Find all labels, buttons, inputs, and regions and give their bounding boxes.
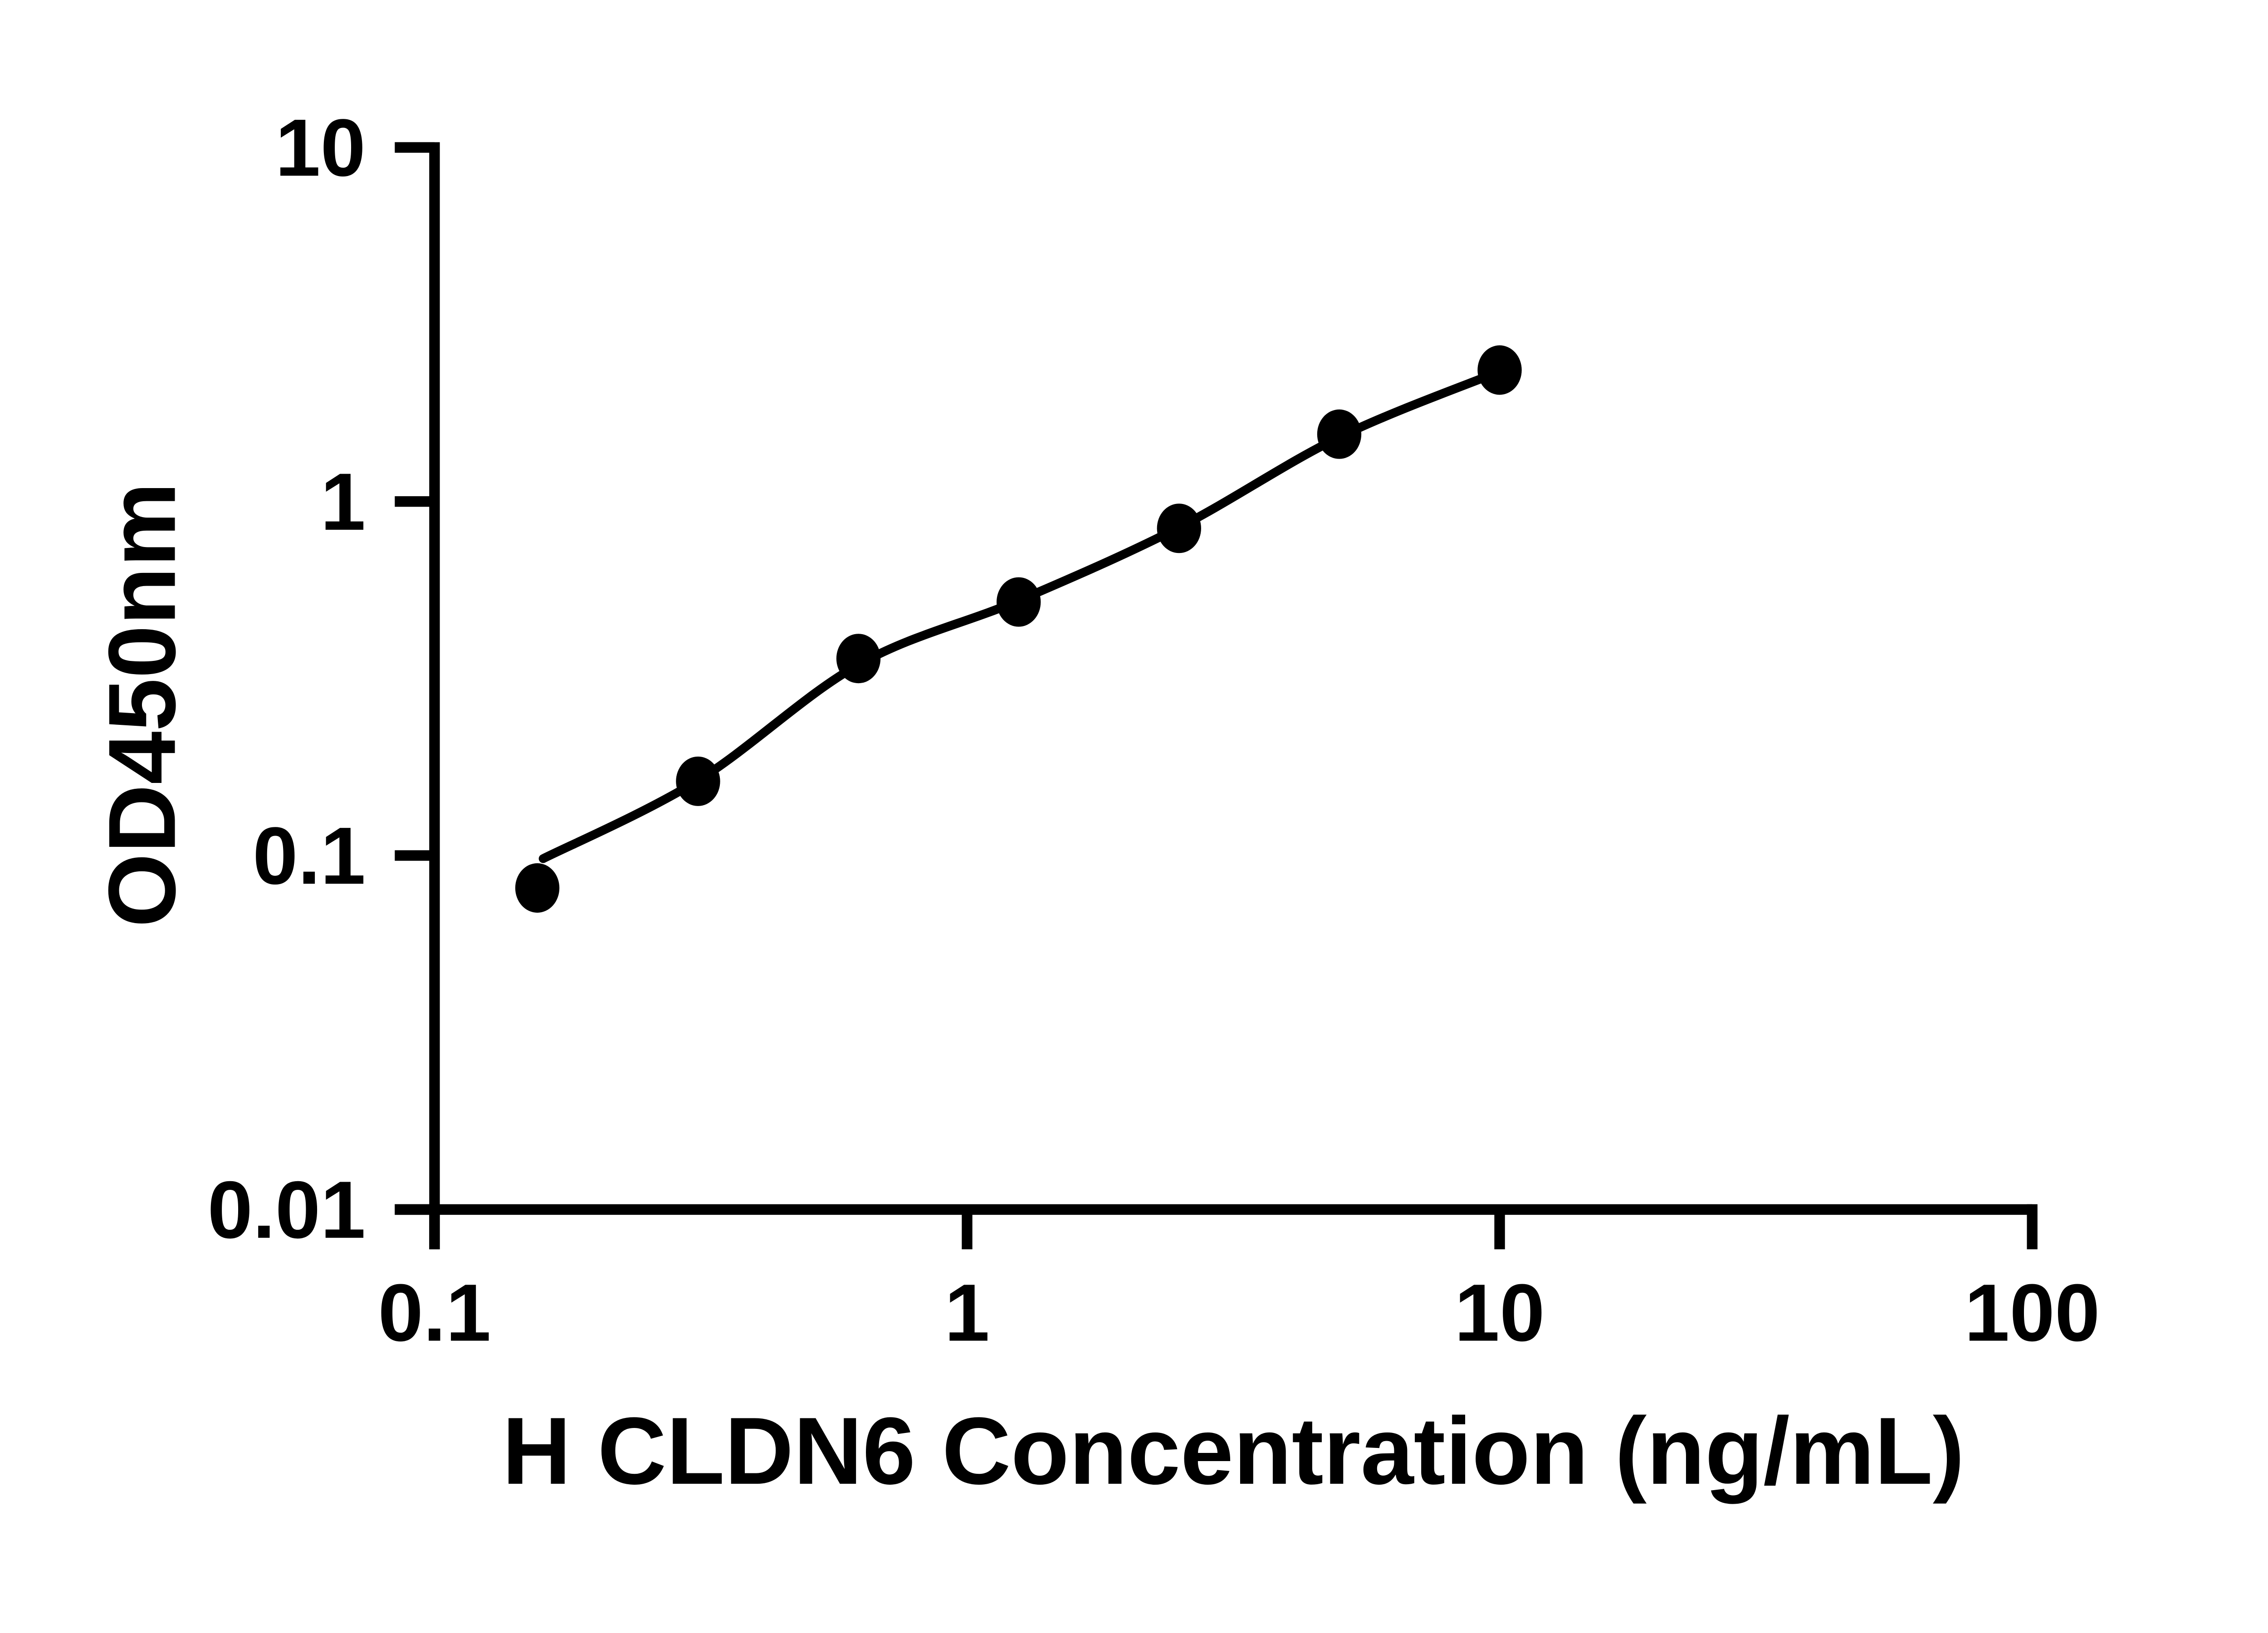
x-axis-title: H CLDN6 Concentration (ng/mL) (502, 1398, 1965, 1504)
y-axis-title: OD450nm (89, 482, 196, 928)
data-point-7 (1477, 345, 1522, 395)
data-point-4 (997, 577, 1041, 627)
data-point-6 (1317, 409, 1362, 459)
data-point-3 (836, 634, 881, 684)
x-tick-label-1: 1 (944, 1267, 990, 1358)
y-tick-label-10: 10 (275, 102, 366, 193)
x-tick-label-10: 10 (1454, 1267, 1545, 1358)
data-point-2 (676, 756, 720, 806)
data-point-1 (515, 863, 560, 913)
y-tick-label-1: 1 (320, 456, 366, 547)
x-tick-label-0.1: 0.1 (378, 1267, 491, 1358)
x-tick-label-100: 100 (1965, 1267, 2100, 1358)
y-tick-label-0.1: 0.1 (253, 810, 366, 901)
data-point-5 (1157, 504, 1201, 553)
y-tick-label-0.01: 0.01 (207, 1164, 366, 1255)
